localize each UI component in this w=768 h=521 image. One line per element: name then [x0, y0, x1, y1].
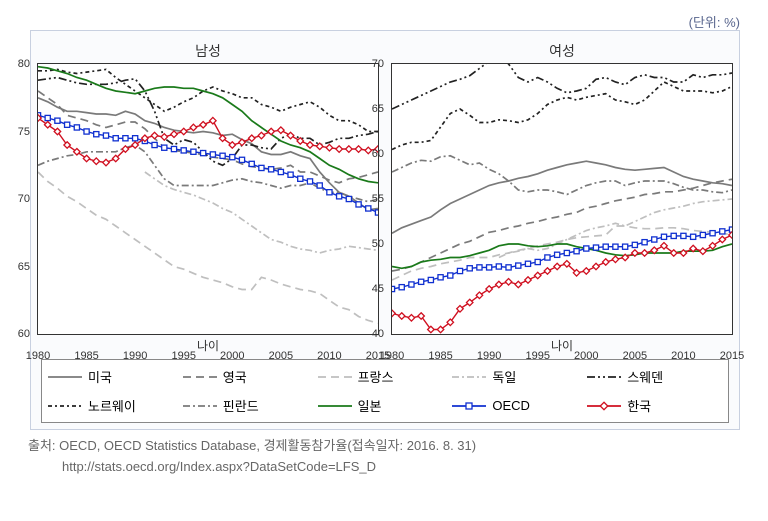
legend-label: 미국 — [88, 367, 112, 386]
legend-item: 스웨덴 — [587, 367, 722, 386]
panels-row: 남성 6065707580198019851990199520002005201… — [31, 31, 739, 351]
y-tick-label: 40 — [372, 328, 384, 340]
x-tick-label: 1990 — [477, 350, 501, 362]
legend-swatch — [587, 399, 621, 413]
legend-label: 스웨덴 — [627, 367, 663, 386]
y-tick-label: 65 — [18, 261, 30, 273]
legend-item: 영국 — [183, 367, 318, 386]
legend-label: 영국 — [223, 367, 247, 386]
legend-swatch — [48, 399, 82, 413]
source-line-2: http://stats.oecd.org/Index.aspx?DataSet… — [28, 457, 476, 478]
series-line-japan — [38, 67, 378, 183]
x-tick-label: 2010 — [317, 350, 341, 362]
source-block: 출처: OECD, OECD Statistics Database, 경제활동… — [28, 436, 476, 478]
source-line-1: 출처: OECD, OECD Statistics Database, 경제활동… — [28, 436, 476, 457]
chart-frame: 남성 6065707580198019851990199520002005201… — [30, 30, 740, 430]
y-tick-label: 65 — [372, 103, 384, 115]
y-tick-label: 55 — [372, 193, 384, 205]
y-tick-label: 80 — [18, 58, 30, 70]
y-tick-label: 60 — [18, 328, 30, 340]
y-tick-label: 50 — [372, 238, 384, 250]
legend-label: 노르웨이 — [88, 396, 136, 415]
legend-label: 프랑스 — [358, 367, 394, 386]
x-tick-label: 1985 — [428, 350, 452, 362]
legend-swatch — [452, 399, 486, 413]
chart-container: (단위: %) 남성 60657075801980198519901995200… — [0, 0, 768, 521]
panel-male: 남성 6065707580198019851990199520002005201… — [31, 31, 385, 351]
x-tick-label: 2005 — [623, 350, 647, 362]
legend-label: 핀란드 — [223, 396, 259, 415]
x-tick-label: 2015 — [720, 350, 744, 362]
legend-item: 프랑스 — [318, 367, 453, 386]
panel-title-male: 남성 — [37, 41, 379, 61]
x-tick-label: 2000 — [220, 350, 244, 362]
y-tick-label: 75 — [18, 126, 30, 138]
legend-label: OECD — [492, 398, 530, 413]
legend-label: 일본 — [358, 396, 382, 415]
legend-item: 미국 — [48, 367, 183, 386]
legend-label: 독일 — [492, 367, 516, 386]
series-line-usa — [392, 161, 732, 233]
series-line-sweden — [392, 64, 732, 109]
legend-item: 핀란드 — [183, 396, 318, 415]
series-line-norway — [392, 82, 732, 150]
plot-male: 6065707580198019851990199520002005201020… — [37, 63, 379, 335]
legend-swatch — [587, 370, 621, 384]
x-tick-label: 2010 — [671, 350, 695, 362]
series-line-uk — [38, 91, 378, 183]
y-tick-label: 70 — [18, 193, 30, 205]
legend-item: 노르웨이 — [48, 396, 183, 415]
x-tick-label: 2000 — [574, 350, 598, 362]
legend-swatch — [183, 399, 217, 413]
series-line-germany — [145, 172, 378, 253]
legend-label: 한국 — [627, 396, 651, 415]
legend-item: 일본 — [318, 396, 453, 415]
x-tick-label: 1995 — [171, 350, 195, 362]
legend-swatch — [48, 370, 82, 384]
legend-swatch — [183, 370, 217, 384]
plot-female: 4045505560657019801985199019952000200520… — [391, 63, 733, 335]
y-tick-label: 45 — [372, 283, 384, 295]
legend: 미국 영국 프랑스 독일 스웨덴노르웨이 핀란드 일본 OECD 한국 — [41, 359, 729, 423]
legend-item: 한국 — [587, 396, 722, 415]
x-tick-label: 1980 — [26, 350, 50, 362]
x-tick-label: 1980 — [380, 350, 404, 362]
series-line-korea — [38, 118, 378, 163]
legend-item: OECD — [452, 398, 587, 413]
x-tick-label: 1990 — [123, 350, 147, 362]
x-tick-label: 1985 — [74, 350, 98, 362]
unit-label: (단위: %) — [689, 12, 740, 31]
x-tick-label: 2005 — [269, 350, 293, 362]
panel-female: 여성 4045505560657019801985199019952000200… — [385, 31, 739, 351]
legend-swatch — [318, 399, 352, 413]
legend-swatch — [452, 370, 486, 384]
panel-title-female: 여성 — [391, 41, 733, 61]
legend-item: 독일 — [452, 367, 587, 386]
y-tick-label: 70 — [372, 58, 384, 70]
series-line-sweden — [38, 78, 378, 166]
y-tick-label: 60 — [372, 148, 384, 160]
legend-swatch — [318, 370, 352, 384]
x-tick-label: 1995 — [525, 350, 549, 362]
series-line-korea — [392, 235, 732, 330]
